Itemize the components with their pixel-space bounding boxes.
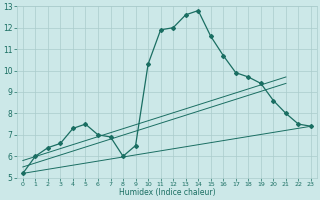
X-axis label: Humidex (Indice chaleur): Humidex (Indice chaleur) bbox=[119, 188, 215, 197]
